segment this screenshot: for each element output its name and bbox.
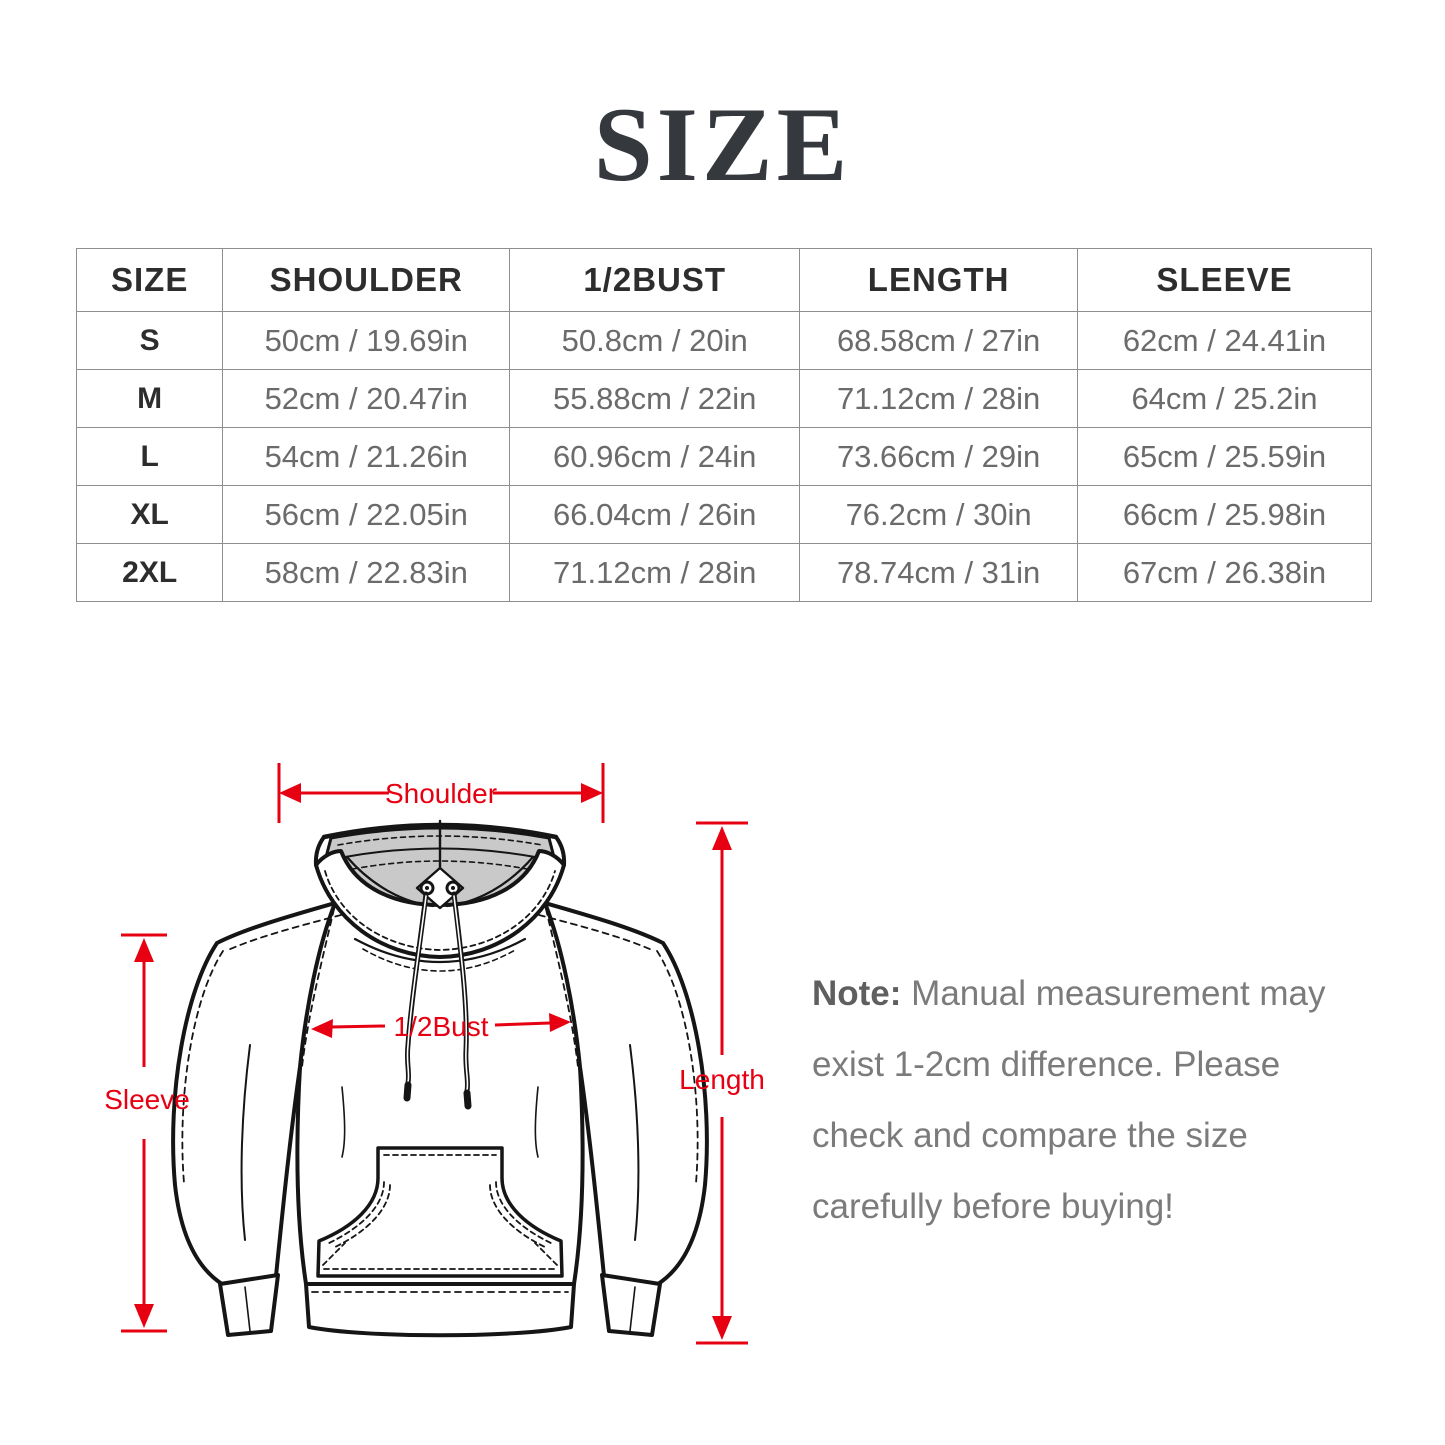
measurement-cell: 67cm / 26.38in xyxy=(1077,543,1372,602)
measurement-cell: 73.66cm / 29in xyxy=(799,427,1078,486)
table-header-row: SIZE SHOULDER 1/2BUST LENGTH SLEEVE xyxy=(75,248,1372,312)
note-line: Note: Manual measurement may xyxy=(812,958,1412,1029)
measurement-cell: 54cm / 21.26in xyxy=(222,427,511,486)
note-block: Note: Manual measurement may exist 1-2cm… xyxy=(812,958,1412,1242)
table-row-m: M 52cm / 20.47in 55.88cm / 22in 71.12cm … xyxy=(75,369,1372,428)
bust-label: 1/2Bust xyxy=(394,1011,489,1042)
table-row-s: S 50cm / 19.69in 50.8cm / 20in 68.58cm /… xyxy=(75,311,1372,370)
header-cell-size: SIZE xyxy=(75,248,224,312)
measurement-cell: 62cm / 24.41in xyxy=(1077,311,1372,370)
sleeve-label: Sleeve xyxy=(104,1084,190,1115)
kangaroo-pocket xyxy=(316,1146,564,1278)
table-row-xl: XL 56cm / 22.05in 66.04cm / 26in 76.2cm … xyxy=(75,485,1372,544)
size-cell: 2XL xyxy=(75,543,224,602)
size-cell: M xyxy=(75,369,224,428)
header-cell-length: LENGTH xyxy=(799,248,1078,312)
measurement-cell: 68.58cm / 27in xyxy=(799,311,1078,370)
shoulder-measure: Shoulder xyxy=(277,763,605,823)
measurement-cell: 55.88cm / 22in xyxy=(509,369,801,428)
length-measure: Length xyxy=(679,821,765,1345)
measurement-cell: 78.74cm / 31in xyxy=(799,543,1078,602)
size-table: SIZE SHOULDER 1/2BUST LENGTH SLEEVE S 50… xyxy=(75,248,1372,602)
measurement-cell: 66.04cm / 26in xyxy=(509,485,801,544)
measurement-cell: 50cm / 19.69in xyxy=(222,311,511,370)
size-cell: XL xyxy=(75,485,224,544)
header-cell-bust: 1/2BUST xyxy=(509,248,801,312)
hood xyxy=(313,819,567,972)
bust-measure: 1/2Bust xyxy=(311,1011,571,1042)
hoodie-measurement-diagram: Shoulder Length Sleeve 1/2Bust xyxy=(104,763,765,1345)
table-row-l: L 54cm / 21.26in 60.96cm / 24in 73.66cm … xyxy=(75,427,1372,486)
shoulder-label: Shoulder xyxy=(385,778,497,809)
sleeve-measure: Sleeve xyxy=(104,933,190,1333)
measurement-cell: 66cm / 25.98in xyxy=(1077,485,1372,544)
measurement-cell: 56cm / 22.05in xyxy=(222,485,511,544)
note-prefix: Note: xyxy=(812,974,902,1013)
size-cell: L xyxy=(75,427,224,486)
header-cell-shoulder: SHOULDER xyxy=(222,248,511,312)
size-cell: S xyxy=(75,311,224,370)
note-text: Manual measurement may xyxy=(911,974,1326,1013)
drawstrings xyxy=(403,891,472,1110)
table-row-2xl: 2XL 58cm / 22.83in 71.12cm / 28in 78.74c… xyxy=(75,543,1372,602)
measurement-cell: 76.2cm / 30in xyxy=(799,485,1078,544)
measurement-cell: 71.12cm / 28in xyxy=(509,543,801,602)
note-line: check and compare the size xyxy=(812,1116,1248,1155)
size-table-container: SIZE SHOULDER 1/2BUST LENGTH SLEEVE S 50… xyxy=(75,248,1372,602)
measurement-cell: 64cm / 25.2in xyxy=(1077,369,1372,428)
header-cell-sleeve: SLEEVE xyxy=(1077,248,1372,312)
page-title: SIZE xyxy=(593,86,852,203)
hoodie-drawing xyxy=(171,819,709,1338)
note-line: exist 1-2cm difference. Please xyxy=(812,1045,1281,1084)
measurement-cell: 71.12cm / 28in xyxy=(799,369,1078,428)
note-line: carefully before buying! xyxy=(812,1187,1174,1226)
measurement-cell: 58cm / 22.83in xyxy=(222,543,511,602)
measurement-cell: 65cm / 25.59in xyxy=(1077,427,1372,486)
length-label: Length xyxy=(679,1064,765,1095)
measurement-cell: 52cm / 20.47in xyxy=(222,369,511,428)
measurement-cell: 60.96cm / 24in xyxy=(509,427,801,486)
measurement-cell: 50.8cm / 20in xyxy=(509,311,801,370)
